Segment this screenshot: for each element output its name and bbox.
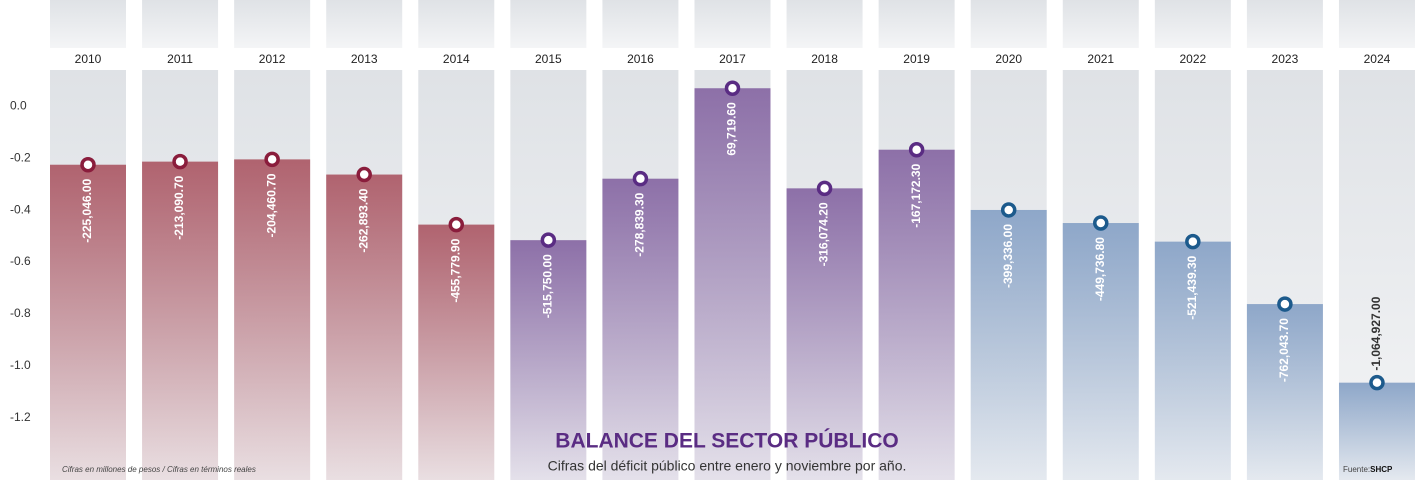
y-tick-label: -0.4: [10, 202, 31, 216]
column-top: [694, 0, 771, 48]
marker: [1185, 233, 1201, 250]
column-top: [786, 0, 863, 48]
x-tick-label: 2016: [627, 52, 654, 66]
bar: [510, 240, 587, 480]
value-label: -167,172.30: [909, 163, 923, 227]
x-tick-label: 2013: [351, 52, 378, 66]
marker: [908, 141, 925, 158]
x-tick-label: 2010: [75, 52, 102, 66]
value-label: -762,043.70: [1277, 318, 1291, 382]
value-label: -515,750.00: [541, 254, 555, 318]
column-top: [510, 0, 587, 48]
source-name: SHCP: [1370, 465, 1393, 474]
x-tick-label: 2011: [167, 52, 193, 66]
x-tick-label: 2017: [719, 52, 746, 66]
bar: [1154, 241, 1231, 480]
marker: [1000, 202, 1017, 218]
x-tick-label: 2014: [443, 52, 470, 66]
y-tick-label: -1.0: [10, 358, 31, 372]
bar: [234, 159, 311, 480]
marker: [1369, 374, 1385, 391]
column-top: [878, 0, 955, 48]
x-tick-label: 2020: [995, 52, 1022, 66]
bar: [418, 224, 495, 480]
y-tick-label: -0.8: [10, 306, 31, 320]
value-label: 69,719.60: [725, 102, 739, 156]
marker: [264, 151, 280, 168]
marker: [540, 232, 557, 248]
bar: [1246, 304, 1323, 480]
bar: [970, 209, 1047, 480]
chart-title: BALANCE DEL SECTOR PÚBLICO: [555, 429, 898, 453]
x-tick-label: 2023: [1272, 52, 1299, 66]
y-tick-label: -1.2: [10, 410, 31, 424]
column-top: [50, 0, 126, 48]
value-label: -262,893.40: [356, 188, 370, 252]
column-top: [142, 0, 219, 48]
bar: [50, 164, 126, 480]
y-tick-label: -0.2: [10, 150, 31, 164]
value-label: -316,074.20: [817, 202, 831, 266]
value-label: -278,839.30: [633, 192, 647, 256]
value-label: -455,779.90: [448, 238, 462, 302]
y-tick-label: -0.6: [10, 254, 31, 268]
x-tick-label: 2012: [259, 52, 286, 66]
bar: [1338, 382, 1415, 480]
x-tick-label: 2021: [1087, 52, 1114, 66]
y-tick-label: 0.0: [10, 99, 27, 113]
note: Cifras en millones de pesos / Cifras en …: [62, 465, 256, 474]
value-label: -225,046.00: [80, 178, 94, 242]
marker: [80, 156, 96, 173]
bar: [694, 88, 771, 480]
value-label: -521,439.30: [1185, 255, 1199, 319]
value-label: -1,064,927.00: [1369, 296, 1383, 370]
column-top: [234, 0, 311, 48]
column-top: [1246, 0, 1323, 48]
value-label: -213,090.70: [172, 175, 186, 239]
column-top: [418, 0, 495, 48]
column-top: [1338, 0, 1415, 48]
bar: [326, 174, 403, 480]
marker: [1093, 215, 1109, 231]
marker: [724, 80, 741, 96]
marker: [816, 180, 833, 197]
bar: [878, 149, 955, 480]
marker: [632, 170, 649, 187]
value-label: -204,460.70: [264, 173, 278, 237]
marker: [172, 153, 188, 170]
source-label: Fuente:: [1343, 465, 1370, 474]
x-tick-label: 2019: [903, 52, 930, 66]
column-top: [1062, 0, 1139, 48]
x-tick-label: 2022: [1179, 52, 1206, 66]
column-top: [1154, 0, 1231, 48]
bar: [786, 188, 863, 480]
marker: [448, 216, 465, 233]
value-label: -449,736.80: [1093, 237, 1107, 301]
bar: [142, 161, 219, 480]
marker: [1277, 296, 1293, 312]
chart-subtitle: Cifras del déficit público entre enero y…: [548, 458, 907, 474]
value-label: -399,336.00: [1001, 224, 1015, 288]
x-tick-label: 2018: [811, 52, 838, 66]
bar: [1062, 223, 1139, 480]
column-top: [970, 0, 1047, 48]
marker: [356, 166, 372, 183]
column-top: [602, 0, 679, 48]
column-top: [326, 0, 403, 48]
bar: [602, 178, 679, 480]
x-tick-label: 2024: [1364, 52, 1391, 66]
source: Fuente:SHCP: [1343, 465, 1393, 474]
x-tick-label: 2015: [535, 52, 562, 66]
